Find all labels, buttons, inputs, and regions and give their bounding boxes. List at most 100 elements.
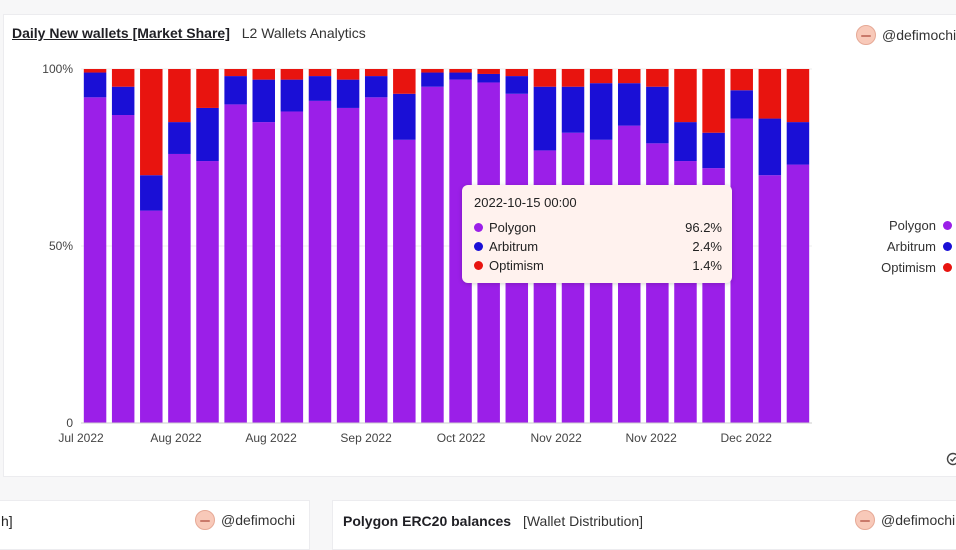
bar-segment-polygon[interactable]	[140, 211, 162, 423]
bar-segment-optimism[interactable]	[140, 69, 162, 175]
bar-segment-optimism[interactable]	[168, 69, 190, 122]
tooltip-value-optimism: 1.4%	[692, 258, 722, 273]
bar-segment-polygon[interactable]	[337, 108, 359, 423]
bar-segment-optimism[interactable]	[365, 69, 387, 76]
bar-segment-optimism[interactable]	[477, 69, 499, 74]
bar-segment-optimism[interactable]	[618, 69, 640, 83]
tooltip-dot-optimism	[474, 261, 483, 270]
avatar	[856, 25, 876, 45]
bar-segment-optimism[interactable]	[449, 69, 471, 73]
bar-segment-arbitrum[interactable]	[759, 119, 781, 176]
bar-segment-optimism[interactable]	[337, 69, 359, 80]
bar-segment-optimism[interactable]	[281, 69, 303, 80]
bar-segment-arbitrum[interactable]	[506, 76, 528, 94]
bar-segment-arbitrum[interactable]	[112, 87, 134, 115]
bar-segment-optimism[interactable]	[534, 69, 556, 87]
bar-segment-optimism[interactable]	[421, 69, 443, 73]
bar-segment-arbitrum[interactable]	[196, 108, 218, 161]
bar-segment-arbitrum[interactable]	[674, 122, 696, 161]
bar-segment-arbitrum[interactable]	[224, 76, 246, 104]
bottom-right-author-name: @defimochi	[881, 512, 955, 528]
author-link[interactable]: @defimochi	[856, 25, 956, 45]
avatar	[855, 510, 875, 530]
bar-segment-arbitrum[interactable]	[534, 87, 556, 151]
bar-segment-optimism[interactable]	[253, 69, 275, 80]
bar-segment-polygon[interactable]	[224, 104, 246, 423]
bar-segment-polygon[interactable]	[309, 101, 331, 423]
bar-segment-arbitrum[interactable]	[730, 90, 752, 118]
x-tick-label: Dec 2022	[721, 431, 773, 445]
tooltip-value-arbitrum: 2.4%	[692, 239, 722, 254]
bottom-right-author-link[interactable]: @defimochi	[855, 510, 955, 530]
bar-segment-arbitrum[interactable]	[393, 94, 415, 140]
legend-label-polygon: Polygon	[889, 218, 936, 233]
bar-segment-arbitrum[interactable]	[787, 122, 809, 164]
bottom-right-title-link[interactable]: Polygon ERC20 balances	[343, 513, 511, 529]
bar-segment-optimism[interactable]	[84, 69, 106, 73]
legend-label-arbitrum: Arbitrum	[887, 239, 936, 254]
x-tick-label: Aug 2022	[150, 431, 202, 445]
bar-segment-arbitrum[interactable]	[646, 87, 668, 144]
bar-segment-polygon[interactable]	[421, 87, 443, 423]
author-name: @defimochi	[882, 27, 956, 43]
bar-segment-arbitrum[interactable]	[477, 74, 499, 83]
bottom-right-panel: Polygon ERC20 balances [Wallet Distribut…	[332, 500, 956, 550]
bar-segment-arbitrum[interactable]	[365, 76, 387, 97]
bar-segment-arbitrum[interactable]	[590, 83, 612, 140]
tooltip-dot-arbitrum	[474, 242, 483, 251]
bar-segment-arbitrum[interactable]	[618, 83, 640, 125]
bar-segment-optimism[interactable]	[112, 69, 134, 87]
bar-segment-arbitrum[interactable]	[562, 87, 584, 133]
bottom-right-subtitle: [Wallet Distribution]	[523, 513, 643, 529]
bar-segment-optimism[interactable]	[730, 69, 752, 90]
chart-panel: Daily New wallets [Market Share] L2 Wall…	[3, 14, 956, 477]
bar-segment-arbitrum[interactable]	[84, 73, 106, 98]
bar-segment-optimism[interactable]	[702, 69, 724, 133]
bar-segment-optimism[interactable]	[309, 69, 331, 76]
bar-segment-polygon[interactable]	[281, 111, 303, 423]
chart-legend: Polygon Arbitrum Optimism	[881, 215, 952, 278]
x-tick-label: Aug 2022	[245, 431, 297, 445]
legend-item-polygon[interactable]: Polygon	[881, 215, 952, 236]
bottom-left-author-link[interactable]: @defimochi	[195, 510, 295, 530]
bar-segment-arbitrum[interactable]	[702, 133, 724, 168]
bar-segment-polygon[interactable]	[168, 154, 190, 423]
bar-segment-optimism[interactable]	[674, 69, 696, 122]
bar-segment-arbitrum[interactable]	[253, 80, 275, 122]
bottom-left-title[interactable]: h]	[1, 513, 13, 529]
bar-segment-optimism[interactable]	[562, 69, 584, 87]
bar-segment-optimism[interactable]	[759, 69, 781, 119]
bottom-right-title-row: Polygon ERC20 balances [Wallet Distribut…	[343, 513, 643, 529]
bar-segment-polygon[interactable]	[112, 115, 134, 423]
bar-segment-polygon[interactable]	[730, 119, 752, 423]
legend-dot-polygon	[943, 221, 952, 230]
bar-segment-optimism[interactable]	[506, 69, 528, 76]
legend-item-arbitrum[interactable]: Arbitrum	[881, 236, 952, 257]
bar-segment-arbitrum[interactable]	[140, 175, 162, 210]
bar-segment-arbitrum[interactable]	[168, 122, 190, 154]
bar-segment-polygon[interactable]	[787, 165, 809, 423]
bar-segment-polygon[interactable]	[759, 175, 781, 423]
bar-segment-polygon[interactable]	[253, 122, 275, 423]
legend-item-optimism[interactable]: Optimism	[881, 257, 952, 278]
x-tick-label: Oct 2022	[437, 431, 486, 445]
bar-segment-optimism[interactable]	[393, 69, 415, 94]
bar-segment-polygon[interactable]	[196, 161, 218, 423]
bar-segment-arbitrum[interactable]	[449, 73, 471, 80]
bar-segment-arbitrum[interactable]	[421, 73, 443, 87]
bar-segment-arbitrum[interactable]	[281, 80, 303, 112]
legend-label-optimism: Optimism	[881, 260, 936, 275]
bar-segment-polygon[interactable]	[365, 97, 387, 423]
bar-segment-arbitrum[interactable]	[337, 80, 359, 108]
bar-segment-optimism[interactable]	[196, 69, 218, 108]
bar-segment-arbitrum[interactable]	[309, 76, 331, 101]
refresh-icon[interactable]	[946, 452, 956, 466]
tooltip-row-polygon: Polygon 96.2%	[474, 218, 722, 237]
bar-segment-polygon[interactable]	[393, 140, 415, 423]
bar-segment-optimism[interactable]	[787, 69, 809, 122]
bottom-left-author-name: @defimochi	[221, 512, 295, 528]
bar-segment-optimism[interactable]	[646, 69, 668, 87]
bar-segment-optimism[interactable]	[590, 69, 612, 83]
bar-segment-optimism[interactable]	[224, 69, 246, 76]
bar-segment-polygon[interactable]	[84, 97, 106, 423]
